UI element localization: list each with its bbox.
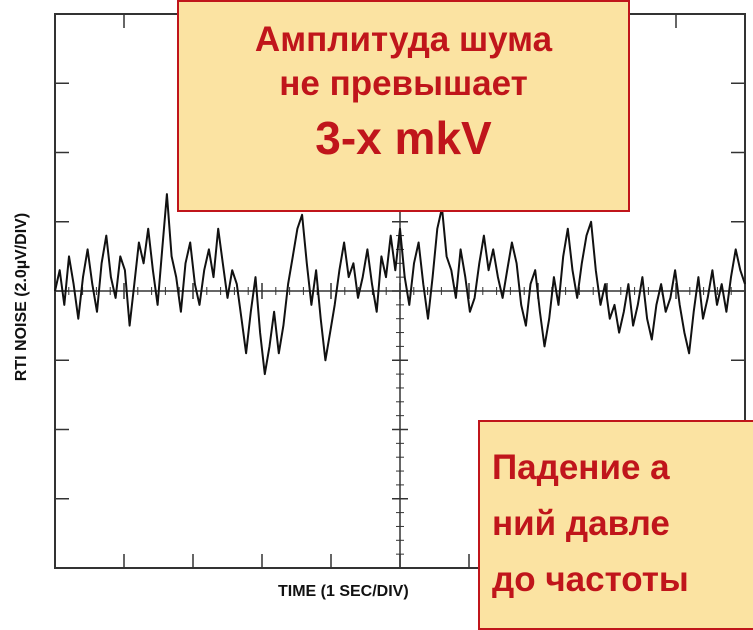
callout-bottom-line-2: ний давле bbox=[492, 504, 670, 543]
noise-trace bbox=[54, 193, 746, 376]
callout-top-line-2: не превышает bbox=[279, 64, 528, 103]
pressure-drop-callout: Падение а ний давле до частоты bbox=[478, 420, 753, 630]
noise-amplitude-callout: Амплитуда шума не превышает 3-x mkV bbox=[177, 0, 630, 212]
callout-bottom-line-3: до частоты bbox=[492, 560, 689, 599]
callout-top-line-3: 3-x mkV bbox=[315, 112, 492, 164]
y-axis-label: RTI NOISE (2.0µV/DIV) bbox=[13, 212, 30, 382]
callout-bottom-line-1: Падение а bbox=[492, 448, 670, 487]
callout-top-line-1: Амплитуда шума bbox=[254, 20, 553, 59]
x-axis-label: TIME (1 SEC/DIV) bbox=[278, 583, 409, 600]
